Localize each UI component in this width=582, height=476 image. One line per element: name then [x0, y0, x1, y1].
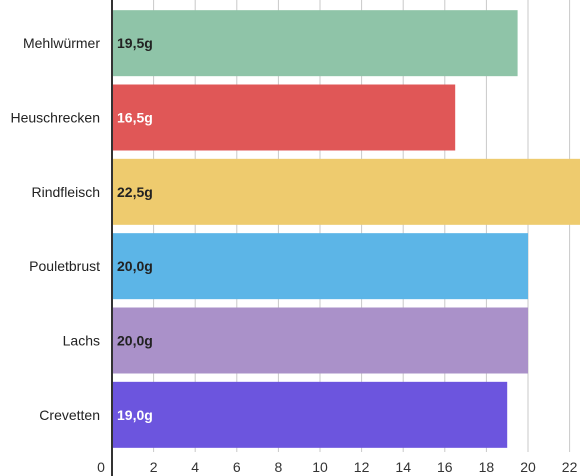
bar	[112, 381, 508, 448]
bar-value-label: 22,5g	[117, 184, 153, 200]
x-tick-label: 20	[520, 459, 536, 475]
x-tick-label: 0	[97, 459, 105, 475]
x-tick-label: 22	[562, 459, 578, 475]
x-tick-label: 18	[479, 459, 495, 475]
x-tick-label: 10	[312, 459, 328, 475]
bar	[112, 10, 518, 77]
bar	[112, 84, 456, 151]
x-tick-label: 12	[354, 459, 370, 475]
x-tick-label: 2	[150, 459, 158, 475]
category-label: Mehlwürmer	[23, 35, 100, 51]
bar	[112, 158, 580, 225]
bar	[112, 307, 528, 374]
category-label: Heuschrecken	[11, 110, 101, 126]
bars: 19,5g 16,5g 22,5g 20,0g 20,0g 19,0g	[112, 10, 580, 448]
bar	[112, 233, 528, 300]
category-label: Crevetten	[39, 407, 100, 423]
category-labels: Mehlwürmer Heuschrecken Rindfleisch Pouletb…	[11, 35, 101, 423]
category-label: Rindfleisch	[32, 184, 100, 200]
category-label: Pouletbrust	[29, 258, 100, 274]
bar-value-label: 19,5g	[117, 35, 153, 51]
category-label: Lachs	[63, 333, 100, 349]
bar-value-label: 19,0g	[117, 407, 153, 423]
x-tick-label: 14	[395, 459, 411, 475]
bar-value-label: 20,0g	[117, 258, 153, 274]
bar-value-label: 16,5g	[117, 110, 153, 126]
x-axis-ticks: 0 2 4 6 8 10 12 14 16 18 20 22	[97, 459, 577, 475]
x-tick-label: 6	[233, 459, 241, 475]
x-tick-label: 16	[437, 459, 453, 475]
bar-value-label: 20,0g	[117, 333, 153, 349]
x-tick-label: 4	[191, 459, 199, 475]
x-tick-label: 8	[275, 459, 283, 475]
